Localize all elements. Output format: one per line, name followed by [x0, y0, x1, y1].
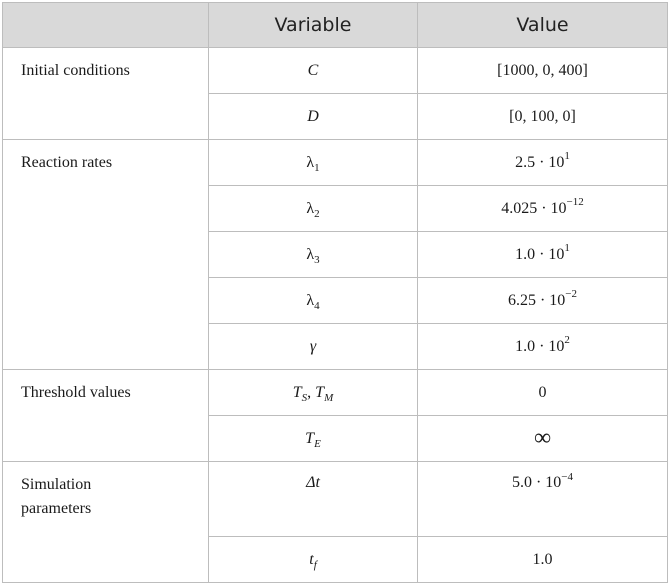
header-empty-cell	[2, 2, 209, 48]
value-cell: 6.25 · 10−2	[417, 277, 668, 324]
header-row: Variable Value	[2, 2, 668, 48]
value-cell: 5.0 · 10−4	[417, 461, 668, 537]
value-cell: [0, 100, 0]	[417, 93, 668, 140]
variable-cell: tf	[208, 536, 418, 583]
table-row: Threshold values TS, TM 0	[2, 369, 668, 462]
variable-cell: λ2	[208, 185, 418, 232]
variable-cell: D	[208, 93, 418, 140]
table-row: D [0, 100, 0]	[3, 93, 668, 140]
variable-cell: C	[208, 47, 418, 94]
value-cell: 1.0 · 102	[417, 323, 668, 370]
variable-cell: λ4	[208, 277, 418, 324]
variable-cell: γ	[208, 323, 418, 370]
group-threshold-values: Threshold values	[2, 369, 209, 462]
value-cell: 4.025 · 10−12	[417, 185, 668, 232]
variable-cell: TS, TM	[208, 369, 418, 416]
value-cell: 0	[417, 369, 668, 416]
variable-cell: λ3	[208, 231, 418, 278]
value-cell: 1.0	[417, 536, 668, 583]
group-simulation-parameters: Simulation parameters	[2, 461, 209, 583]
header-value: Value	[417, 2, 668, 48]
table-row: TE ∞	[3, 415, 668, 462]
table-row: Reaction rates λ1 2.5 · 101	[2, 139, 668, 370]
group-initial-conditions: Initial conditions	[2, 47, 209, 140]
table-row: λ2 4.025 · 10−12	[3, 185, 668, 232]
table-row: Simulation parameters Δt 5.0 · 10−4	[2, 461, 668, 583]
variable-cell: Δt	[208, 461, 418, 537]
variable-cell: TE	[208, 415, 418, 462]
table-row: Initial conditions C [1000, 0, 400]	[2, 47, 668, 140]
variable-cell: λ1	[208, 139, 418, 186]
table-row: γ 1.0 · 102	[3, 323, 668, 370]
value-cell: ∞	[417, 415, 668, 462]
table-row: λ4 6.25 · 10−2	[3, 277, 668, 324]
header-variable: Variable	[208, 2, 418, 48]
value-cell: 2.5 · 101	[417, 139, 668, 186]
group-reaction-rates: Reaction rates	[2, 139, 209, 370]
value-cell: [1000, 0, 400]	[417, 47, 668, 94]
value-cell: 1.0 · 101	[417, 231, 668, 278]
